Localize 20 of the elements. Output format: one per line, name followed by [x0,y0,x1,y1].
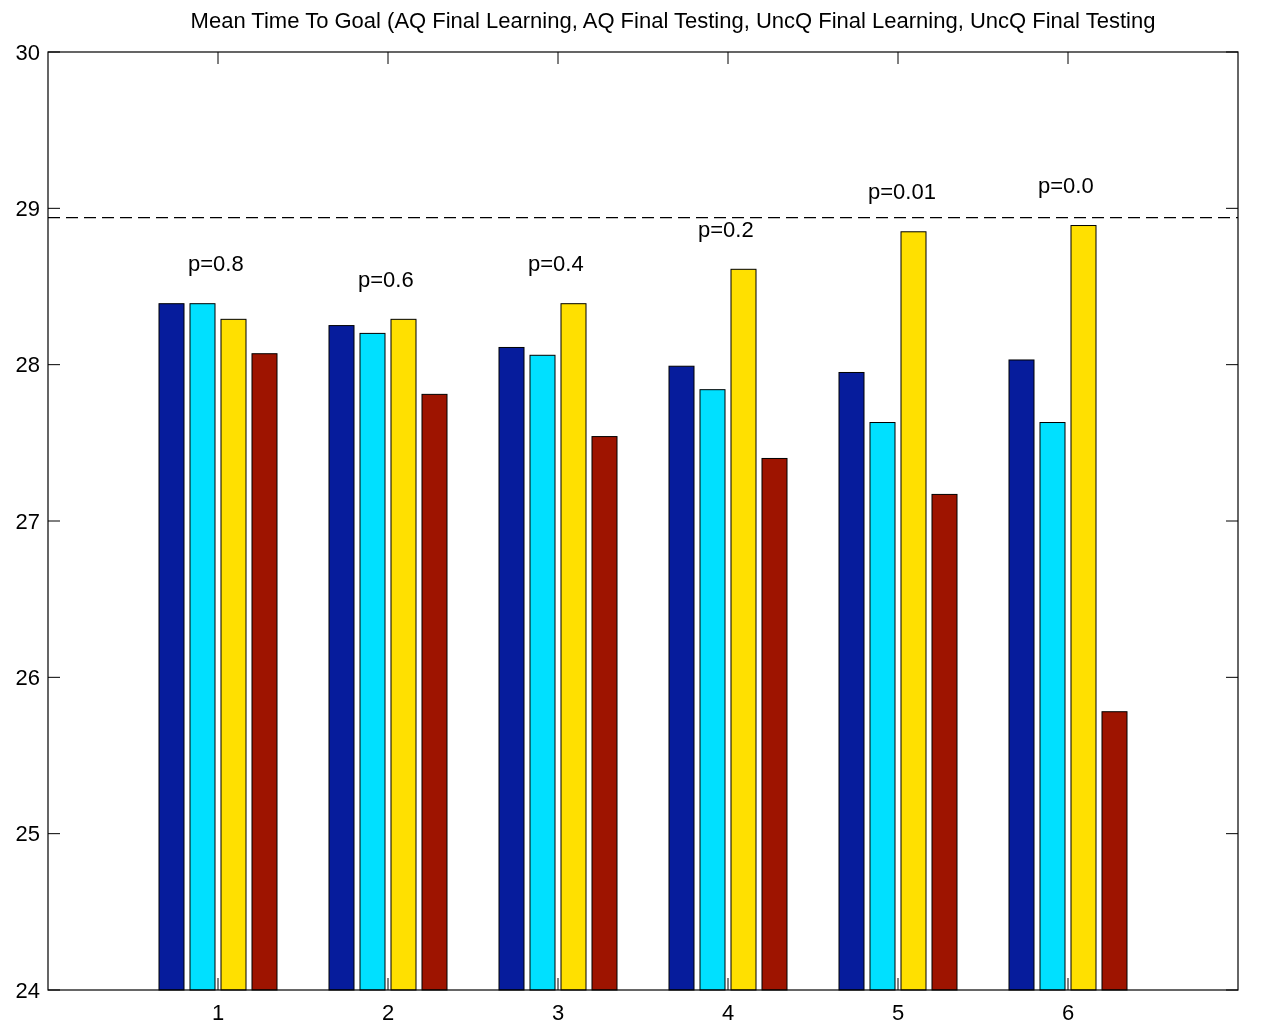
y-tick-label: 25 [15,821,40,847]
annotation: p=0.8 [188,251,244,277]
annotation: p=0.2 [698,217,754,242]
y-tick-label: 29 [15,196,40,222]
x-tick-label: 4 [721,1000,735,1025]
x-tick-label: 3 [551,1000,565,1025]
annotation: p=0.01 [868,179,936,205]
y-tick-label: 27 [15,508,40,534]
y-tick-label: 28 [15,352,40,378]
x-tick-label: 6 [1061,1000,1075,1025]
x-tick-label: 1 [211,1000,225,1025]
y-tick-label: 24 [15,977,40,1003]
annotation: p=0.4 [528,251,584,277]
x-tick-label: 2 [381,1000,395,1025]
annotation: p=0.6 [358,267,414,293]
x-tick-label: 5 [891,1000,905,1025]
y-tick-label: 26 [15,665,40,691]
annotation: p=0.0 [1038,173,1094,199]
chart-title: Mean Time To Goal (AQ Final Learning, AQ Final Testing, UncQ Final Learning, UncQ Final Testing [190,8,1156,33]
y-tick-label: 30 [15,39,40,65]
